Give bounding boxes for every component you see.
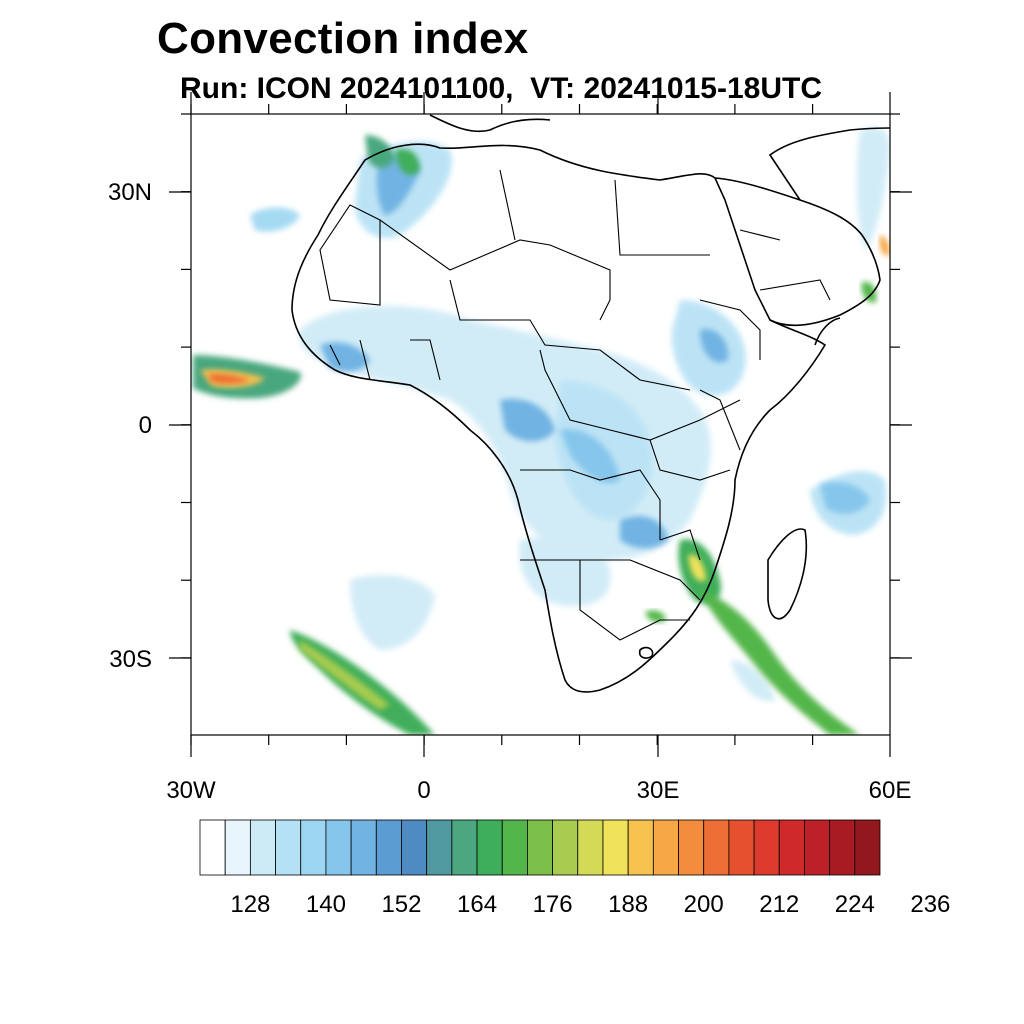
lat-label-0: 0 <box>139 412 152 439</box>
colorbar-swatch <box>703 819 730 876</box>
colorbar-tick-label: 200 <box>684 891 724 918</box>
colorbar-swatch <box>652 819 679 876</box>
colorbar-swatch <box>350 819 377 876</box>
colorbar-swatch <box>527 819 553 876</box>
colorbar-swatch <box>728 819 755 876</box>
colorbar <box>199 819 881 876</box>
colorbar-swatch <box>249 819 276 876</box>
colorbar-tick-label: 176 <box>533 891 573 918</box>
colorbar-swatch <box>275 819 302 876</box>
colorbar-tick-label: 128 <box>230 891 270 918</box>
colorbar-tick-label: 152 <box>381 891 421 918</box>
colorbar-tick-label: 224 <box>835 891 875 918</box>
colorbar-tick-label: 164 <box>457 891 497 918</box>
lon-label-60e: 60E <box>869 777 912 804</box>
colorbar-swatch <box>602 819 629 876</box>
colorbar-swatch <box>854 819 881 876</box>
colorbar-swatch <box>325 819 352 876</box>
colorbar-swatch <box>451 819 478 876</box>
colorbar-tick-label: 212 <box>759 891 799 918</box>
lat-label-30s: 30S <box>109 646 152 673</box>
colorbar-swatch <box>678 819 705 876</box>
colorbar-swatch <box>426 819 453 876</box>
colorbar-swatch <box>627 819 654 876</box>
lon-label-30e: 30E <box>637 777 680 804</box>
country-borders <box>319 169 831 641</box>
colorbar-swatch <box>577 819 604 876</box>
lat-label-30n: 30N <box>108 179 152 206</box>
colorbar-tick-label: 236 <box>910 891 950 918</box>
lon-label-30w: 30W <box>166 777 216 804</box>
colorbar-swatch <box>199 819 226 876</box>
colorbar-labels: 128 140 152 164 176 188 200 212 224 236 <box>230 891 950 918</box>
colorbar-swatch <box>804 819 831 876</box>
colorbar-swatch <box>476 819 503 876</box>
colorbar-swatch <box>375 819 402 876</box>
convection-field <box>193 127 890 735</box>
colorbar-swatch <box>224 819 251 876</box>
colorbar-tick-label: 140 <box>306 891 346 918</box>
colorbar-swatch <box>552 819 579 876</box>
lon-label-0: 0 <box>417 777 430 804</box>
chart-title: Convection index <box>157 14 529 63</box>
colorbar-swatch <box>778 819 805 876</box>
colorbar-swatch <box>753 819 780 876</box>
colorbar-swatch <box>501 819 528 876</box>
chart-subtitle: Run: ICON 2024101100, VT: 20241015-18UTC <box>180 72 822 105</box>
colorbar-swatch <box>829 819 856 876</box>
colorbar-swatch <box>401 819 428 876</box>
colorbar-swatch <box>300 819 327 876</box>
axis-ticks <box>169 92 912 757</box>
coastlines <box>291 114 890 693</box>
colorbar-tick-label: 188 <box>608 891 648 918</box>
